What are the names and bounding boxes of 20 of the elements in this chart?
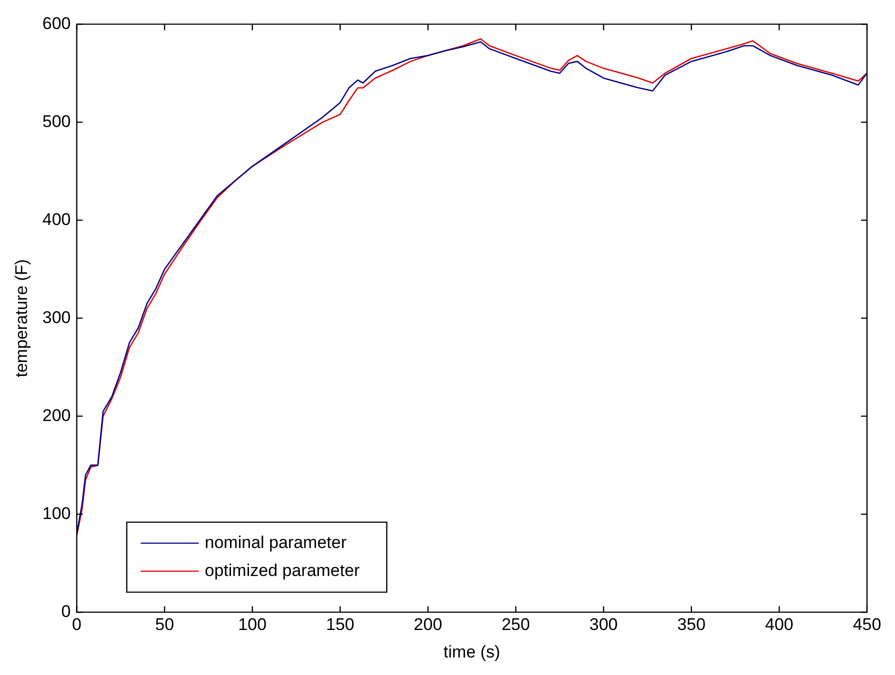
y-tick-label: 200 bbox=[42, 406, 71, 425]
x-tick-label: 100 bbox=[238, 615, 267, 634]
y-axis-title: temperature (F) bbox=[12, 259, 31, 378]
x-tick-label: 400 bbox=[765, 615, 794, 634]
x-tick-label: 350 bbox=[677, 615, 706, 634]
y-tick-label: 400 bbox=[42, 210, 71, 229]
y-tick-label: 300 bbox=[42, 308, 71, 327]
x-tick-label: 300 bbox=[589, 615, 618, 634]
x-tick-label: 250 bbox=[502, 615, 530, 634]
y-tick-label: 500 bbox=[42, 112, 71, 131]
x-tick-label: 200 bbox=[414, 615, 442, 634]
x-tick-label: 50 bbox=[155, 615, 174, 634]
x-axis-title: time (s) bbox=[444, 642, 500, 662]
x-tick-label: 150 bbox=[326, 615, 354, 634]
y-tick-label: 600 bbox=[42, 14, 71, 33]
x-tick-label: 450 bbox=[852, 615, 882, 634]
legend-label: optimized parameter bbox=[204, 560, 360, 580]
y-tick-label: 0 bbox=[61, 602, 71, 621]
legend-label: nominal parameter bbox=[204, 532, 347, 552]
y-tick-label: 100 bbox=[42, 504, 71, 523]
